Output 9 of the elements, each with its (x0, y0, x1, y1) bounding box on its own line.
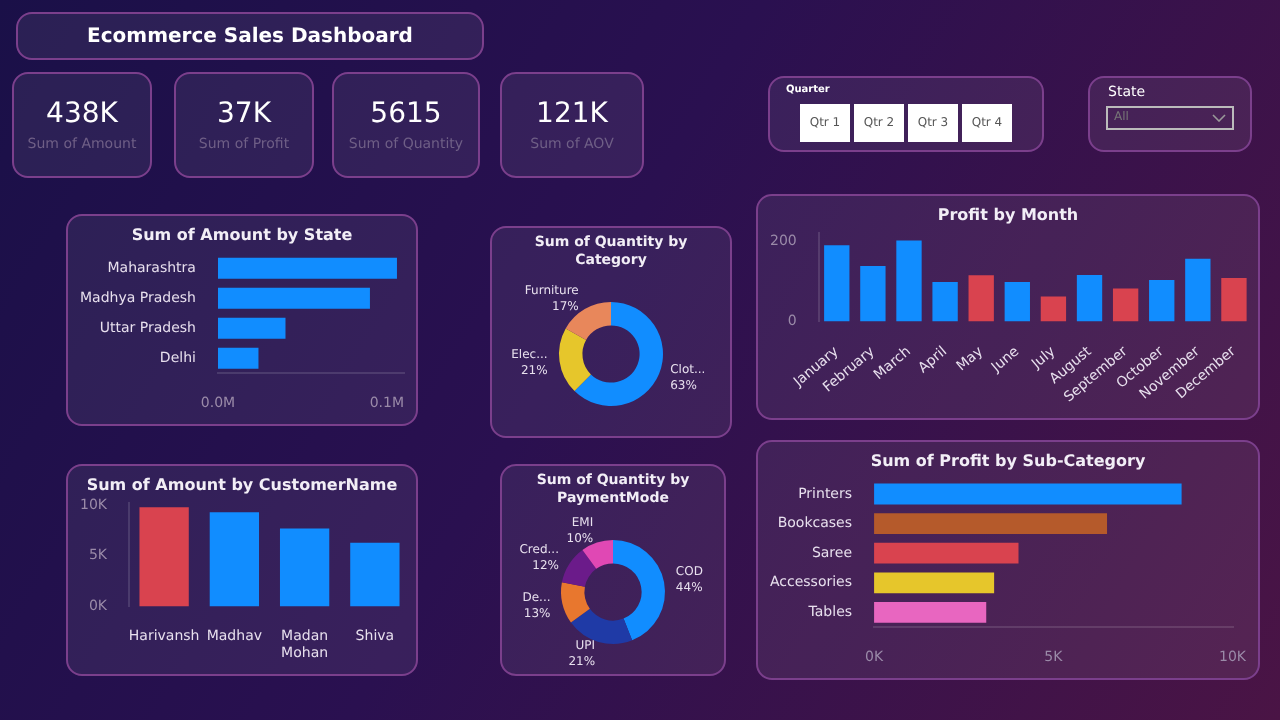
chart-title: Sum of Amount by CustomerName (86, 475, 399, 494)
text: 5615 (370, 98, 442, 130)
text: 438K (46, 98, 118, 130)
chart-title: Profit by Month (937, 205, 1079, 224)
chart-title: Sum of Profit by Sub-Category (870, 451, 1147, 470)
text: 37K (217, 98, 271, 130)
text: Ecommerce Sales Dashboard (16, 12, 484, 60)
chart-title: Sum of Amount by State (131, 225, 354, 244)
text: 121K (536, 98, 608, 130)
